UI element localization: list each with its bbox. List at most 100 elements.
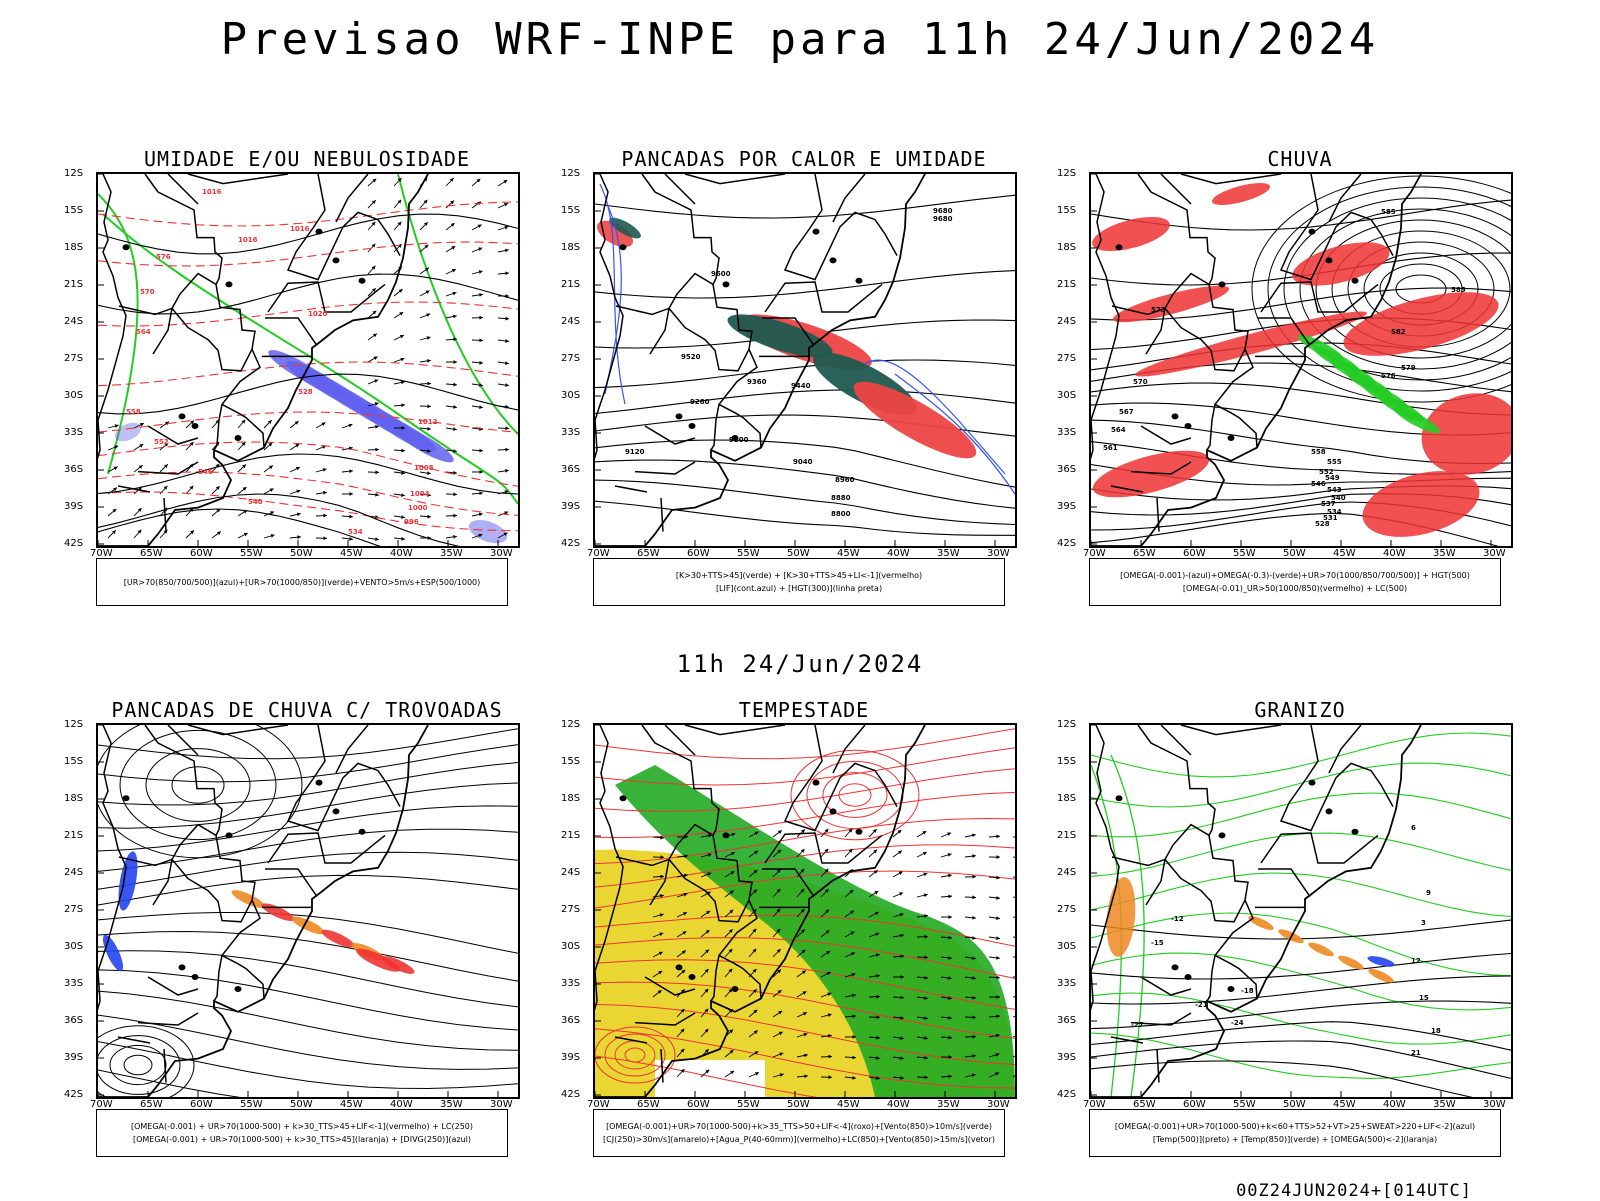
- latitude-label: 12S: [1057, 168, 1076, 179]
- contour-label: 6: [1411, 824, 1416, 832]
- wind-vector: [1013, 897, 1015, 899]
- wind-arrowhead: [427, 404, 431, 408]
- contour-label: 1016: [290, 225, 310, 233]
- latitude-label: 12S: [1057, 719, 1076, 730]
- latitude-label: 21S: [64, 279, 83, 290]
- panel-legend: [K>30+TTS>45](verde) + [K>30+TTS>45+LI<-…: [593, 558, 1005, 606]
- wind-arrowhead: [323, 536, 327, 540]
- latitude-label: 27S: [561, 904, 580, 915]
- wind-arrowhead: [323, 514, 327, 518]
- isoline: [1091, 1061, 1511, 1097]
- contour-label: 996: [404, 518, 419, 526]
- country-state-border: [1215, 404, 1257, 447]
- contour-label: 15: [1419, 994, 1429, 1002]
- latitude-label: 33S: [561, 427, 580, 438]
- streamline: [98, 783, 518, 828]
- latitude-label: 36S: [561, 1015, 580, 1026]
- run-footer: 00Z24JUN2024+[014UTC]: [1236, 1181, 1472, 1201]
- contour-label: 534: [348, 528, 363, 536]
- contour-label: 9680: [933, 215, 953, 223]
- wind-arrowhead: [479, 491, 483, 495]
- latitude-label: 30S: [64, 941, 83, 952]
- isoline: [98, 494, 518, 546]
- contour-label: 1020: [308, 310, 328, 318]
- contour-label: 528: [1315, 520, 1330, 528]
- lake-marker: [359, 278, 366, 284]
- wind-arrowhead: [972, 916, 976, 920]
- wind-arrowhead: [269, 465, 273, 469]
- map-layers: [595, 725, 1015, 1097]
- panel-title: UMIDADE E/OU NEBULOSIDADE: [96, 146, 518, 172]
- contour-label: 1012: [418, 418, 438, 426]
- contour-label: 558: [126, 408, 141, 416]
- country-state-border: [222, 404, 264, 447]
- contour-label: 564: [1111, 426, 1126, 434]
- lake-marker: [1352, 829, 1359, 835]
- contour-label: 540: [248, 498, 263, 506]
- wind-vector: [1013, 1033, 1015, 1037]
- streamline: [98, 763, 518, 805]
- latitude-label: 24S: [561, 316, 580, 327]
- wind-arrowhead: [453, 315, 457, 319]
- lake-marker: [723, 281, 730, 287]
- wind-arrowhead: [427, 382, 431, 386]
- lake-marker: [1116, 244, 1123, 250]
- wind-arrowhead: [948, 894, 952, 898]
- country-state-border: [119, 274, 255, 350]
- lake-marker: [676, 964, 683, 970]
- latitude-label: 30S: [1057, 390, 1076, 401]
- latitude-label: 30S: [64, 390, 83, 401]
- contour-label: 570: [140, 288, 155, 296]
- lake-marker: [813, 229, 820, 235]
- country-state-border: [188, 725, 288, 735]
- latitude-label: 15S: [561, 205, 580, 216]
- wind-arrowhead: [271, 534, 275, 538]
- omega-500-area: [1307, 940, 1336, 959]
- latitude-label: 27S: [1057, 904, 1076, 915]
- wind-vector: [1013, 857, 1015, 858]
- streamline: [98, 829, 518, 871]
- isoline: [1091, 733, 1511, 777]
- country-state-border: [1165, 859, 1245, 921]
- lake-marker: [676, 413, 683, 419]
- lake-marker: [179, 413, 186, 419]
- isoline: [1091, 833, 1511, 876]
- lake-marker: [620, 795, 627, 801]
- circulation-contour: [839, 784, 871, 806]
- legend-line: [OMEGA(-0.001)-(azul)+OMEGA(-0.3)-(verde…: [1090, 569, 1500, 582]
- rain-area: [1091, 210, 1173, 258]
- latitude-label: 42S: [561, 1089, 580, 1100]
- latitude-label: 39S: [561, 501, 580, 512]
- contour-label: 585: [1451, 286, 1466, 294]
- contour-label: -18: [1241, 987, 1254, 995]
- latitude-label: 21S: [1057, 279, 1076, 290]
- latitude-label: 39S: [1057, 501, 1076, 512]
- latitude-label: 39S: [64, 501, 83, 512]
- latitude-label: 30S: [561, 390, 580, 401]
- legend-line: [OMEGA(-0.001) + UR>70(1000-500) + k>30_…: [97, 1120, 507, 1133]
- contour-label: 564: [136, 328, 151, 336]
- contour-label: 543: [1327, 486, 1342, 494]
- wind-arrowhead: [453, 471, 457, 475]
- wind-arrowhead: [427, 427, 431, 431]
- wind-arrowhead: [479, 361, 483, 365]
- country-state-border: [148, 977, 198, 995]
- isoline: [595, 460, 1015, 508]
- latitude-label: 12S: [64, 168, 83, 179]
- lake-marker: [226, 281, 233, 287]
- lake-marker: [689, 974, 696, 980]
- contour-label: 573: [1151, 306, 1166, 314]
- contour-label: 552: [154, 438, 169, 446]
- isoline: [595, 480, 1015, 524]
- panel-title: PANCADAS DE CHUVA C/ TROVOADAS: [96, 697, 518, 723]
- legend-line: [OMEGA(-0.01)_UR>50(1000/850)(vermelho) …: [1090, 582, 1500, 595]
- contour-label: -21: [1195, 1001, 1208, 1009]
- country-state-border: [1141, 426, 1191, 444]
- wind-arrowhead: [996, 855, 1000, 859]
- legend-line: [CJ(250)>30m/s](amarelo)+[Agua_P(40-60mm…: [594, 1133, 1004, 1146]
- panel-title: CHUVA: [1089, 146, 1511, 172]
- contour-label: 8880: [831, 494, 851, 502]
- wind-arrowhead: [924, 893, 928, 897]
